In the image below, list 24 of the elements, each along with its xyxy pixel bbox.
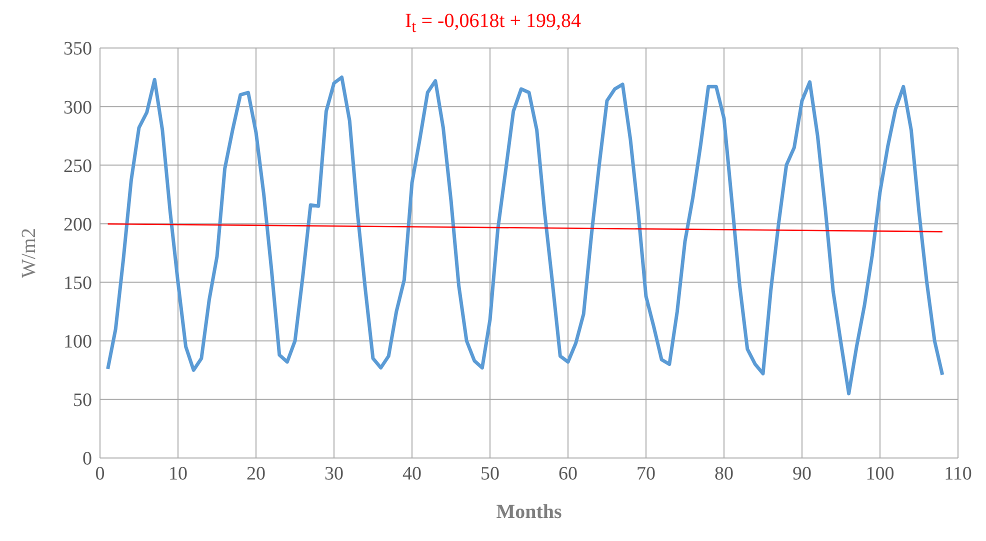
y-tick-label: 0 [82, 448, 92, 470]
x-tick-label: 80 [714, 463, 734, 484]
line-series [106, 76, 944, 396]
x-tick-label: 70 [636, 463, 656, 484]
x-axis-title: Months [496, 501, 562, 523]
y-tick-label: 200 [64, 214, 92, 236]
x-tick-label: 40 [402, 463, 422, 484]
x-tick-label: 30 [324, 463, 344, 484]
x-tick-label: 0 [95, 463, 105, 484]
y-tick-label: 150 [64, 273, 92, 294]
y-tick-label: 300 [64, 97, 92, 118]
x-tick-label: 60 [558, 463, 578, 484]
x-tick-label: 20 [246, 463, 266, 484]
x-tick-label: 100 [866, 463, 894, 484]
x-tick-label: 10 [168, 463, 188, 484]
x-tick-label: 110 [944, 463, 972, 484]
chart-title: I$_{t}$ = -0,0618t + 199,84 [404, 9, 582, 38]
x-tick-label: 50 [480, 463, 500, 484]
x-tick-label: 90 [792, 463, 812, 484]
y-tick-label: 100 [64, 332, 92, 353]
y-tick-label: 250 [64, 156, 92, 177]
y-tick-label: 50 [73, 390, 92, 412]
y-tick-label: 350 [64, 38, 92, 60]
y-axis-title: W/m2 [18, 228, 40, 278]
